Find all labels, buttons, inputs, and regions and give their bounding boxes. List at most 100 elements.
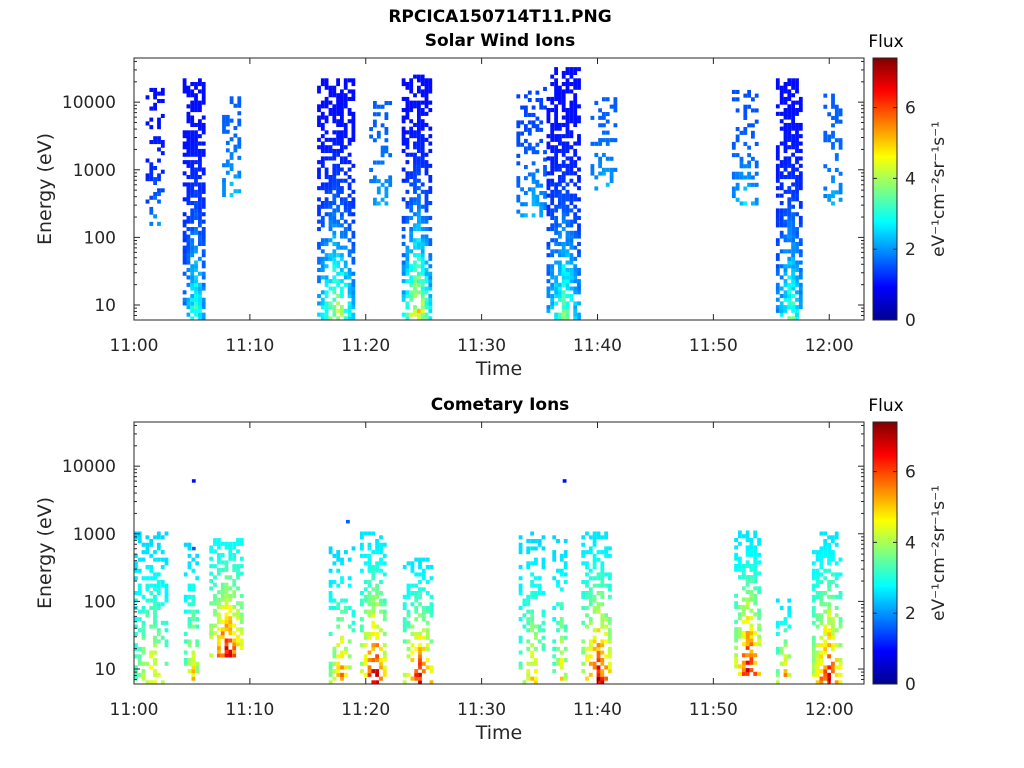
heatmap-cell [149, 598, 154, 603]
heatmap-cell [577, 253, 581, 258]
heatmap-cell [194, 145, 198, 150]
heatmap-cell [409, 134, 414, 139]
heatmap-cell [577, 227, 581, 232]
heatmap-cell [827, 587, 831, 592]
heatmap-cell [324, 282, 329, 287]
heatmap-cell [775, 271, 780, 276]
heatmap-cell [823, 631, 828, 636]
heatmap-cell [429, 680, 434, 685]
heatmap-cell [157, 221, 161, 226]
heatmap-cell [795, 122, 799, 127]
colorbar-tick-label: 0 [905, 311, 916, 331]
heatmap-cell [194, 267, 198, 272]
heatmap-cell [565, 148, 570, 153]
x-axis-label: Time [475, 722, 523, 744]
heatmap-cell [332, 290, 337, 295]
heatmap-cell [561, 208, 566, 213]
heatmap-cell [409, 197, 414, 202]
heatmap-cell [413, 189, 417, 194]
heatmap-cell [815, 594, 820, 599]
heatmap-cell [332, 267, 337, 272]
heatmap-cell [815, 624, 820, 629]
heatmap-cell [186, 93, 191, 98]
heatmap-cell [428, 264, 433, 269]
heatmap-cell [190, 134, 195, 139]
heatmap-cell [791, 215, 795, 220]
heatmap-cell [550, 148, 555, 153]
heatmap-cell [232, 564, 237, 569]
heatmap-cell [134, 654, 138, 659]
heatmap-cell [604, 654, 608, 659]
heatmap-cell [795, 212, 799, 217]
heatmap-cell [535, 90, 540, 95]
heatmap-cell [600, 594, 605, 599]
heatmap-cell [198, 193, 202, 198]
heatmap-cell [157, 136, 161, 141]
heatmap-cell [343, 78, 348, 83]
heatmap-cell [425, 646, 430, 651]
heatmap-cell [417, 193, 421, 198]
heatmap-cell [190, 271, 195, 276]
heatmap-cell [811, 665, 816, 670]
heatmap-cell [779, 126, 784, 131]
heatmap-cell [798, 182, 803, 187]
heatmap-cell [371, 602, 376, 607]
heatmap-cell [795, 78, 799, 83]
heatmap-cell [823, 643, 828, 648]
heatmap-cell [516, 124, 521, 129]
heatmap-cell [811, 550, 816, 555]
heatmap-cell [600, 613, 605, 618]
heatmap-cell [779, 208, 784, 213]
heatmap-cell [565, 249, 570, 254]
heatmap-cell [137, 539, 142, 544]
heatmap-cell [328, 605, 333, 610]
heatmap-cell [815, 650, 820, 655]
heatmap-cell [328, 204, 333, 209]
heatmap-cell [201, 249, 206, 254]
heatmap-cell [524, 176, 528, 181]
heatmap-cell [336, 219, 340, 224]
heatmap-cell [320, 156, 325, 161]
heatmap-cell [134, 631, 138, 636]
heatmap-cell [550, 238, 555, 243]
heatmap-cell [317, 245, 321, 250]
heatmap-cell [220, 619, 225, 624]
heatmap-cell [201, 301, 206, 306]
heatmap-cell [413, 163, 417, 168]
heatmap-cell [823, 531, 828, 536]
heatmap-cell [402, 672, 407, 677]
heatmap-cell [402, 617, 407, 622]
heatmap-cell [530, 591, 534, 596]
heatmap-cell [526, 594, 531, 599]
heatmap-cell [198, 238, 202, 243]
heatmap-cell [405, 189, 410, 194]
heatmap-cell [561, 204, 566, 209]
heatmap-cell [428, 78, 433, 83]
heatmap-cell [375, 669, 379, 674]
heatmap-cell [791, 152, 795, 157]
heatmap-cell [738, 664, 742, 669]
heatmap-cell [414, 635, 419, 640]
heatmap-cell [838, 138, 843, 143]
heatmap-cell [351, 290, 356, 295]
colorbar-title: Flux [868, 32, 903, 52]
heatmap-cell [543, 205, 547, 210]
heatmap-cell [198, 122, 202, 127]
heatmap-cell [734, 545, 738, 550]
heatmap-cell [424, 163, 429, 168]
heatmap-cell [738, 556, 742, 561]
heatmap-cell [376, 186, 381, 191]
heatmap-cell [224, 590, 229, 595]
heatmap-cell [787, 215, 792, 220]
heatmap-cell [225, 163, 230, 168]
heatmap-cell [160, 140, 165, 145]
heatmap-cell [229, 137, 234, 142]
heatmap-cell [145, 609, 150, 614]
heatmap-cell [236, 612, 240, 617]
heatmap-cell [402, 602, 407, 607]
heatmap-cell [198, 316, 202, 321]
heatmap-cell [317, 104, 321, 109]
heatmap-cell [418, 561, 422, 566]
heatmap-cell [347, 137, 352, 142]
heatmap-cell [526, 676, 531, 681]
